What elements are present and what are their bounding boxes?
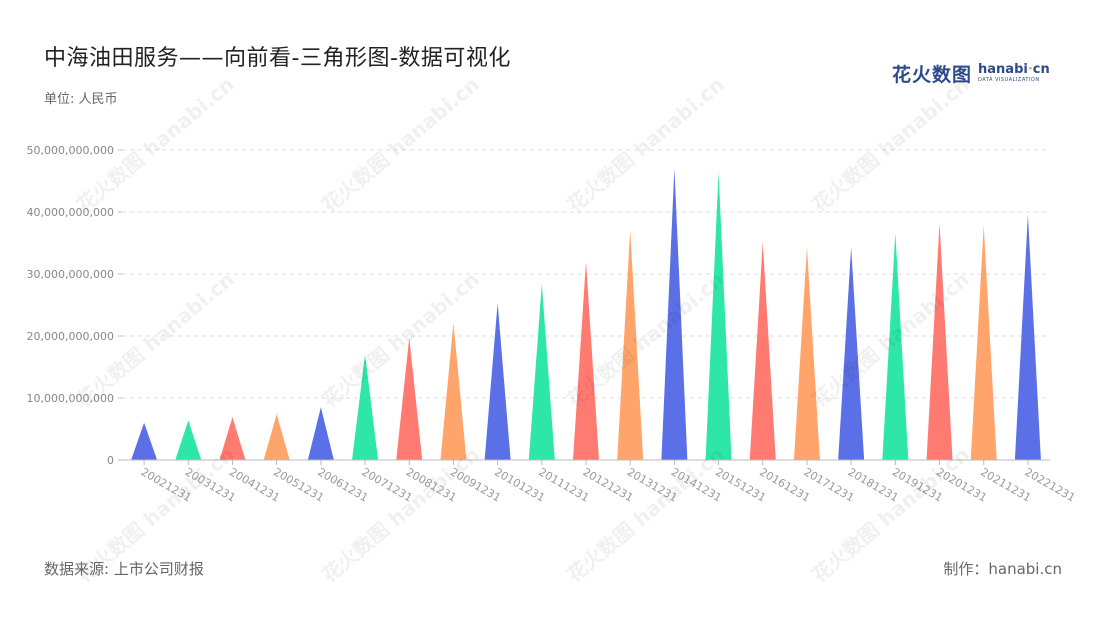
- x-tick-label: 20221231: [1022, 465, 1077, 504]
- triangle-mark: [396, 337, 423, 460]
- triangle-mark: [882, 233, 909, 460]
- triangle-mark: [749, 241, 776, 460]
- triangle-mark: [175, 420, 202, 460]
- logo-subtitle: DATA VISUALIZATION: [978, 77, 1040, 83]
- triangle-mark: [705, 171, 732, 460]
- triangle-mark: [484, 303, 511, 460]
- brand-logo: 花火数图 hanabi·cn DATA VISUALIZATION: [892, 60, 1050, 86]
- logo-cn-text: 花火数图: [892, 63, 973, 86]
- triangle-mark: [440, 322, 467, 460]
- triangle-mark: [528, 283, 555, 460]
- y-axis-ticks: 0 10,000,000,000 20,000,000,000 30,000,000,…: [27, 144, 122, 467]
- page-title: 中海油田服务——向前看-三角形图-数据可视化: [44, 46, 511, 71]
- y-tick-label: 0: [107, 454, 114, 467]
- logo-en-dot: ·: [1027, 62, 1033, 77]
- triangle-mark: [1014, 214, 1041, 460]
- triangle-mark: [307, 407, 334, 460]
- y-tick-label: 50,000,000,000: [27, 144, 114, 157]
- unit-label: 单位: 人民币: [44, 92, 118, 107]
- triangle-mark: [838, 247, 865, 460]
- data-source: 数据来源: 上市公司财报: [44, 560, 204, 578]
- y-tick-label: 40,000,000,000: [27, 206, 114, 219]
- credit-label: 制作：hanabi.cn: [943, 560, 1062, 578]
- triangle-mark: [131, 422, 158, 460]
- triangle-mark: [263, 414, 290, 460]
- triangle-mark: [926, 223, 953, 460]
- triangle-mark: [793, 247, 820, 460]
- triangle-mark: [970, 225, 997, 460]
- y-tick-label: 20,000,000,000: [27, 330, 114, 343]
- x-axis-ticks: 2002123120031231200412312005123120061231…: [139, 460, 1077, 505]
- logo-en-main: hanabi: [978, 62, 1028, 77]
- y-tick-label: 30,000,000,000: [27, 268, 114, 281]
- triangle-mark: [219, 417, 246, 460]
- logo-en-tail: cn: [1032, 62, 1050, 77]
- triangle-mark: [661, 168, 688, 460]
- logo-en: hanabi·cn DATA VISUALIZATION: [978, 63, 1050, 83]
- triangle-mark: [617, 229, 644, 460]
- triangle-mark: [352, 354, 379, 460]
- y-tick-label: 10,000,000,000: [27, 392, 114, 405]
- chart-marks: [131, 168, 1041, 460]
- triangle-mark: [573, 261, 599, 460]
